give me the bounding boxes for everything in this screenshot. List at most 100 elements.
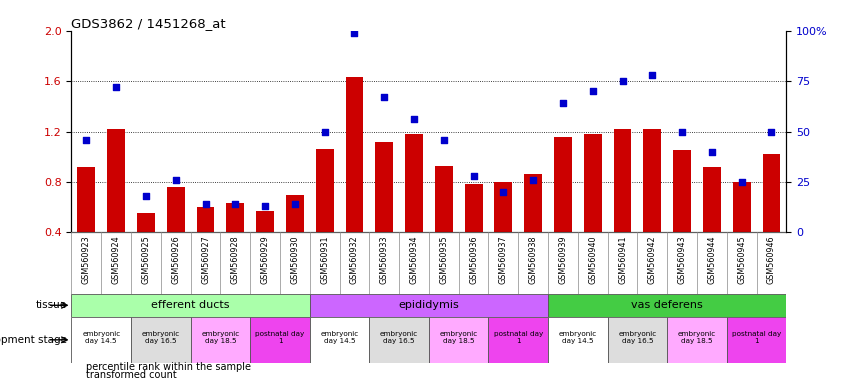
Text: embryonic
day 18.5: embryonic day 18.5 xyxy=(440,331,478,344)
Text: GSM560937: GSM560937 xyxy=(499,235,508,284)
Bar xyxy=(191,317,251,363)
Text: postnatal day
1: postnatal day 1 xyxy=(256,331,304,344)
Text: vas deferens: vas deferens xyxy=(632,300,703,310)
Point xyxy=(169,177,182,183)
Text: GSM560944: GSM560944 xyxy=(707,235,717,284)
Text: postnatal day
1: postnatal day 1 xyxy=(494,331,543,344)
Bar xyxy=(405,134,423,232)
Bar xyxy=(197,207,214,232)
Text: development stage: development stage xyxy=(0,335,67,345)
Text: GSM560939: GSM560939 xyxy=(558,235,568,284)
Point xyxy=(497,189,510,195)
Bar xyxy=(607,317,667,363)
Text: transformed count: transformed count xyxy=(86,370,177,380)
Bar xyxy=(435,166,452,232)
Point xyxy=(764,128,778,135)
Text: GSM560942: GSM560942 xyxy=(648,235,657,284)
Text: GSM560924: GSM560924 xyxy=(112,235,120,284)
Text: GSM560928: GSM560928 xyxy=(230,235,240,284)
Text: GDS3862 / 1451268_at: GDS3862 / 1451268_at xyxy=(71,17,226,30)
Text: GSM560929: GSM560929 xyxy=(261,235,270,284)
Bar xyxy=(673,151,691,232)
Text: GSM560926: GSM560926 xyxy=(172,235,180,284)
Bar xyxy=(727,317,786,363)
Bar xyxy=(131,317,191,363)
Text: tissue: tissue xyxy=(36,300,67,310)
Point xyxy=(675,128,689,135)
Bar xyxy=(495,182,512,232)
Bar xyxy=(71,294,309,317)
Bar xyxy=(77,167,95,232)
Bar xyxy=(71,317,131,363)
Point xyxy=(705,149,718,155)
Bar xyxy=(703,167,721,232)
Bar xyxy=(375,142,393,232)
Text: GSM560938: GSM560938 xyxy=(529,235,537,284)
Text: embryonic
day 14.5: embryonic day 14.5 xyxy=(82,331,120,344)
Text: GSM560941: GSM560941 xyxy=(618,235,627,284)
Bar xyxy=(107,129,125,232)
Text: embryonic
day 14.5: embryonic day 14.5 xyxy=(558,331,597,344)
Text: GSM560925: GSM560925 xyxy=(141,235,151,284)
Point xyxy=(318,128,331,135)
Text: embryonic
day 14.5: embryonic day 14.5 xyxy=(320,331,358,344)
Bar xyxy=(137,214,155,232)
Bar xyxy=(286,195,304,232)
Bar xyxy=(167,187,185,232)
Bar xyxy=(733,182,750,232)
Text: embryonic
day 18.5: embryonic day 18.5 xyxy=(678,331,716,344)
Point xyxy=(288,201,302,207)
Text: GSM560933: GSM560933 xyxy=(380,235,389,284)
Text: embryonic
day 16.5: embryonic day 16.5 xyxy=(380,331,418,344)
Text: percentile rank within the sample: percentile rank within the sample xyxy=(86,362,251,372)
Bar xyxy=(251,317,309,363)
Bar xyxy=(309,294,548,317)
Text: postnatal day
1: postnatal day 1 xyxy=(732,331,781,344)
Point xyxy=(437,136,451,142)
Text: epididymis: epididymis xyxy=(399,300,459,310)
Bar xyxy=(584,134,601,232)
Text: GSM560943: GSM560943 xyxy=(678,235,686,284)
Point xyxy=(140,193,153,199)
Point xyxy=(616,78,629,84)
Bar xyxy=(614,129,632,232)
Bar xyxy=(257,211,274,232)
Text: GSM560946: GSM560946 xyxy=(767,235,776,284)
Text: GSM560923: GSM560923 xyxy=(82,235,91,284)
Point xyxy=(526,177,540,183)
Text: GSM560945: GSM560945 xyxy=(738,235,746,284)
Point xyxy=(407,116,420,122)
Text: GSM560940: GSM560940 xyxy=(588,235,597,284)
Text: GSM560930: GSM560930 xyxy=(290,235,299,284)
Bar xyxy=(524,174,542,232)
Point xyxy=(556,100,569,106)
Bar xyxy=(643,129,661,232)
Point xyxy=(735,179,748,185)
Point xyxy=(378,94,391,100)
Point xyxy=(347,30,361,36)
Text: GSM560932: GSM560932 xyxy=(350,235,359,284)
Point xyxy=(646,72,659,78)
Bar xyxy=(315,149,334,232)
Text: efferent ducts: efferent ducts xyxy=(151,300,230,310)
Text: GSM560931: GSM560931 xyxy=(320,235,329,284)
Text: GSM560927: GSM560927 xyxy=(201,235,210,284)
Point xyxy=(229,201,242,207)
Text: embryonic
day 16.5: embryonic day 16.5 xyxy=(618,331,657,344)
Bar xyxy=(464,184,483,232)
Point xyxy=(198,201,212,207)
Bar xyxy=(548,294,786,317)
Bar xyxy=(226,204,244,232)
Bar xyxy=(346,77,363,232)
Bar xyxy=(667,317,727,363)
Point xyxy=(80,136,93,142)
Bar xyxy=(369,317,429,363)
Bar xyxy=(429,317,489,363)
Bar xyxy=(489,317,548,363)
Text: GSM560934: GSM560934 xyxy=(410,235,419,284)
Text: embryonic
day 16.5: embryonic day 16.5 xyxy=(142,331,180,344)
Point xyxy=(258,203,272,209)
Bar xyxy=(763,154,780,232)
Bar xyxy=(309,317,369,363)
Point xyxy=(109,84,123,90)
